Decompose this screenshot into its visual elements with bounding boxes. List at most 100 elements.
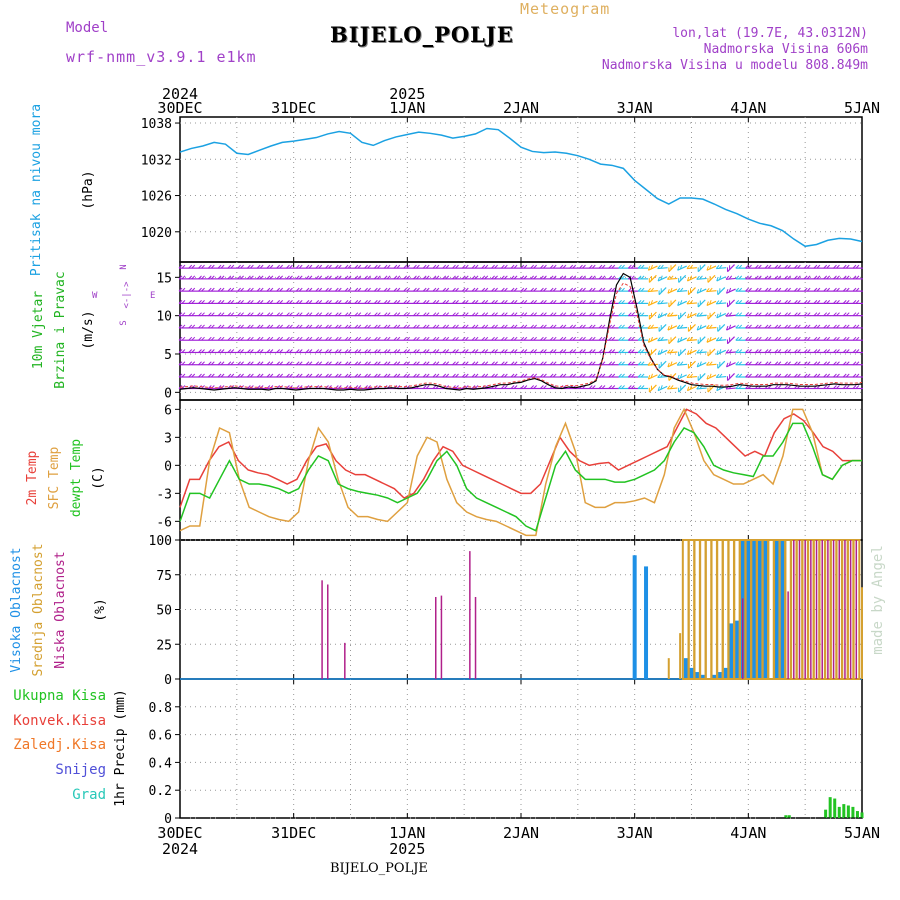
x-tick-label-top: 2JAN [503, 99, 539, 117]
wind-barb [569, 312, 580, 317]
wind-barb-flag [406, 287, 411, 292]
wind-barb-flag [582, 324, 586, 329]
wind-barb [217, 264, 229, 269]
low-cloud-bar [787, 591, 789, 679]
wind-barb [706, 373, 717, 380]
wind-barb-flag [650, 300, 653, 305]
wind-barb-flag [852, 349, 857, 353]
wind-barb [717, 287, 726, 296]
wind-barb [344, 324, 356, 329]
wind-barb [217, 312, 229, 317]
wind-barb-flag [621, 373, 625, 378]
wind-barb [530, 275, 541, 280]
wind-barb-flag [650, 324, 654, 329]
wind-barb-flag [784, 336, 788, 341]
wind-barb-flag [455, 349, 459, 353]
wind-barb [286, 361, 297, 366]
wind-barb [658, 323, 667, 332]
x-tick-label-top: 5JAN [844, 99, 880, 117]
wind-barb [266, 312, 277, 317]
wind-barb-flag [220, 312, 225, 317]
wind-barb-flag [728, 324, 732, 329]
wind-barb [696, 361, 707, 368]
wind-barb-shaft [696, 387, 707, 390]
wind-barb [471, 287, 483, 292]
wind-barb [833, 336, 844, 341]
wind-barb [696, 312, 707, 317]
wind-barb [618, 264, 629, 269]
wind-barb-flag [562, 336, 567, 341]
wind-barb-flag [181, 373, 186, 378]
dewpoint-label: dewpt Temp [69, 439, 84, 517]
wind-barb [286, 275, 297, 280]
wind-barb-flag [259, 312, 264, 317]
wind-barb-flag [667, 275, 671, 280]
wind-barb-flag [520, 264, 525, 269]
wind-barb-flag [726, 267, 728, 272]
wind-barb-flag [367, 275, 371, 280]
wind-barb [207, 373, 219, 378]
wind-barb [247, 361, 258, 366]
wind-barb-flag [699, 287, 702, 293]
wind-barb-flag [181, 324, 186, 329]
wind-barb-flag [689, 312, 693, 317]
wind-barbs [178, 264, 863, 393]
wind-barb-flag [735, 336, 740, 341]
wind-barb-flag [286, 287, 290, 292]
wind-barb [500, 373, 512, 378]
wind-barb-flag [435, 361, 440, 366]
wind-barb-flag [259, 373, 264, 378]
wind-barb-flag [471, 349, 476, 353]
wind-barb-flag [777, 264, 782, 269]
wind-barb [520, 287, 531, 292]
wind-barb-flag [484, 312, 489, 317]
wind-barb-flag [250, 336, 254, 341]
wind-barb-shaft [716, 302, 727, 305]
wind-barb-flag [357, 324, 362, 329]
wind-barb-flag [748, 300, 752, 304]
wind-barb-flag [725, 312, 730, 317]
wind-barb-flag [347, 287, 352, 292]
wind-barb-shaft [687, 313, 697, 319]
wind-barb-flag [754, 361, 759, 366]
wind-barb [491, 373, 502, 378]
wind-barb [530, 264, 541, 269]
wind-barb-flag [315, 300, 320, 304]
wind-barb-flag [774, 336, 779, 341]
wind-barb [344, 300, 356, 304]
wind-barb-flag [237, 300, 241, 304]
wind-barb-flag [289, 349, 293, 353]
wind-barb-flag [334, 275, 339, 280]
wind-barb-flag [716, 313, 719, 318]
wind-barb-flag [210, 373, 215, 378]
wind-barb-flag [591, 287, 596, 292]
wind-barb-flag [374, 373, 378, 378]
wind-barb-flag [588, 336, 593, 341]
wind-barb-shaft [697, 264, 706, 273]
wind-barb-flag [530, 275, 535, 280]
wind-barb-flag [383, 336, 388, 341]
wind-barb-flag [250, 373, 254, 378]
wind-barb [784, 361, 795, 366]
wind-barb-flag [442, 373, 447, 378]
y-tick-label: 0.2 [149, 784, 172, 799]
wind-barb-flag [813, 312, 818, 317]
wind-barb [823, 361, 834, 366]
wind-barb [178, 361, 189, 366]
wind-barb-flag [717, 290, 719, 295]
wind-barb [569, 275, 580, 280]
wind-barb-flag [503, 336, 508, 341]
wind-barb [295, 349, 307, 354]
wind-barb [266, 336, 277, 341]
wind-barb-flag [220, 324, 225, 329]
wind-barb [745, 312, 756, 317]
wind-barb-flag [598, 275, 603, 280]
wind-barb-flag [729, 337, 731, 342]
wind-barb [823, 336, 834, 341]
wind-barb [569, 361, 580, 366]
wind-barb-flag [657, 386, 661, 391]
high-cloud-bar [734, 620, 739, 679]
wind-barb-flag [513, 264, 518, 269]
wind-barb-flag [852, 287, 857, 292]
wind-barb [217, 349, 229, 354]
